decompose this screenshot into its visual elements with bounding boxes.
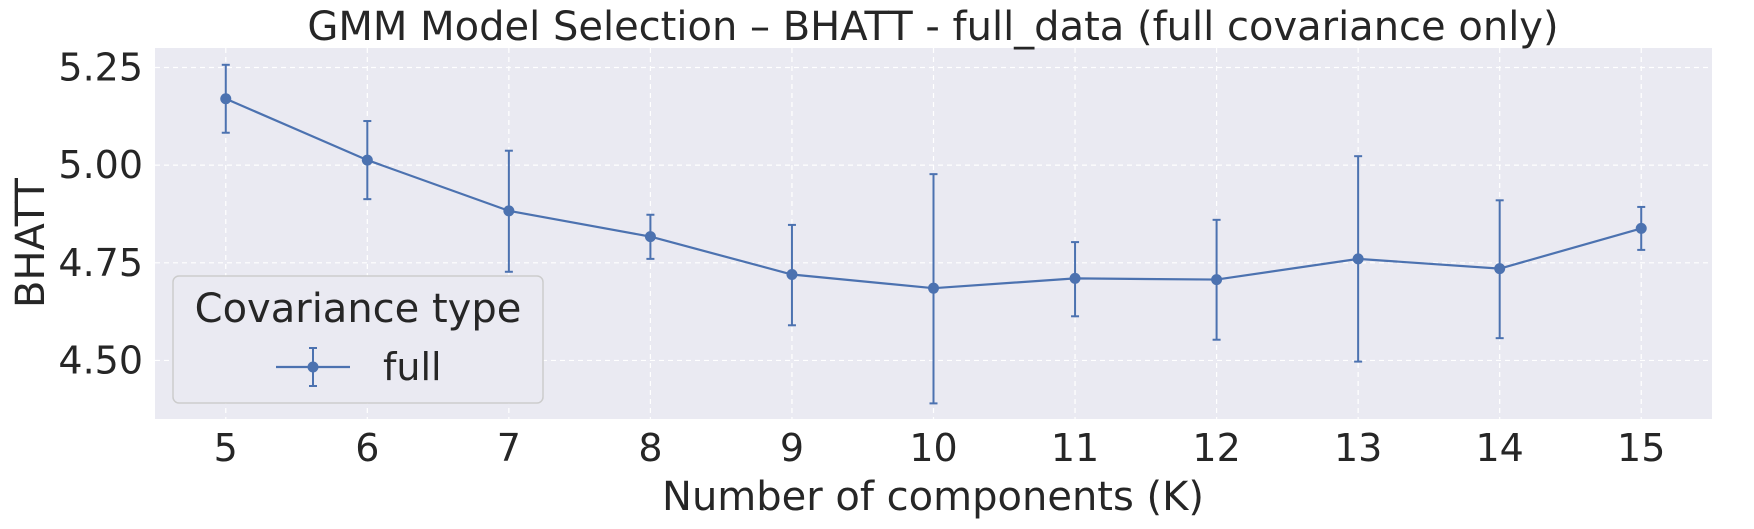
legend-box: [172, 275, 544, 404]
ticks: 5 6 7 8 9 10 11 12 13 14 15 4.50 4.75 5.00 5.25: [58, 46, 1665, 470]
data-point: [1635, 222, 1647, 234]
y-tick-label: 4.75: [58, 241, 143, 285]
y-axis-label: BHATT: [8, 177, 54, 308]
x-tick-label: 14: [1476, 426, 1524, 470]
x-tick-label: 9: [780, 426, 804, 470]
y-tick-label: 5.00: [58, 143, 143, 187]
data-point: [361, 154, 373, 166]
x-tick-label: 13: [1334, 426, 1382, 470]
legend-series-marker: [276, 347, 350, 387]
data-point: [1069, 272, 1081, 284]
x-tick-label: 5: [214, 426, 238, 470]
legend-dot: [307, 361, 319, 373]
data-point: [644, 231, 656, 243]
x-tick-label: 6: [355, 426, 379, 470]
x-tick-label: 8: [638, 426, 662, 470]
x-tick-label: 7: [497, 426, 521, 470]
x-tick-label: 11: [1051, 426, 1099, 470]
legend-title: Covariance type: [195, 286, 522, 332]
x-tick-label: 15: [1617, 426, 1665, 470]
data-point: [503, 205, 515, 217]
data-point: [1352, 253, 1364, 265]
x-tick-label: 12: [1192, 426, 1240, 470]
data-point: [1211, 274, 1223, 286]
legend-series-label: full: [383, 345, 442, 389]
y-tick-label: 5.25: [58, 46, 143, 90]
data-point: [220, 93, 232, 105]
data-point: [928, 282, 939, 294]
x-axis-label: Number of components (K): [662, 474, 1204, 520]
y-tick-label: 4.50: [58, 338, 143, 382]
legend: Covariance type full: [172, 275, 544, 404]
data-point: [786, 269, 798, 281]
series-layer: [220, 63, 1647, 405]
chart-title: GMM Model Selection – BHATT - full_data …: [307, 4, 1558, 50]
x-tick-label: 10: [909, 426, 957, 470]
data-point: [1494, 263, 1506, 275]
